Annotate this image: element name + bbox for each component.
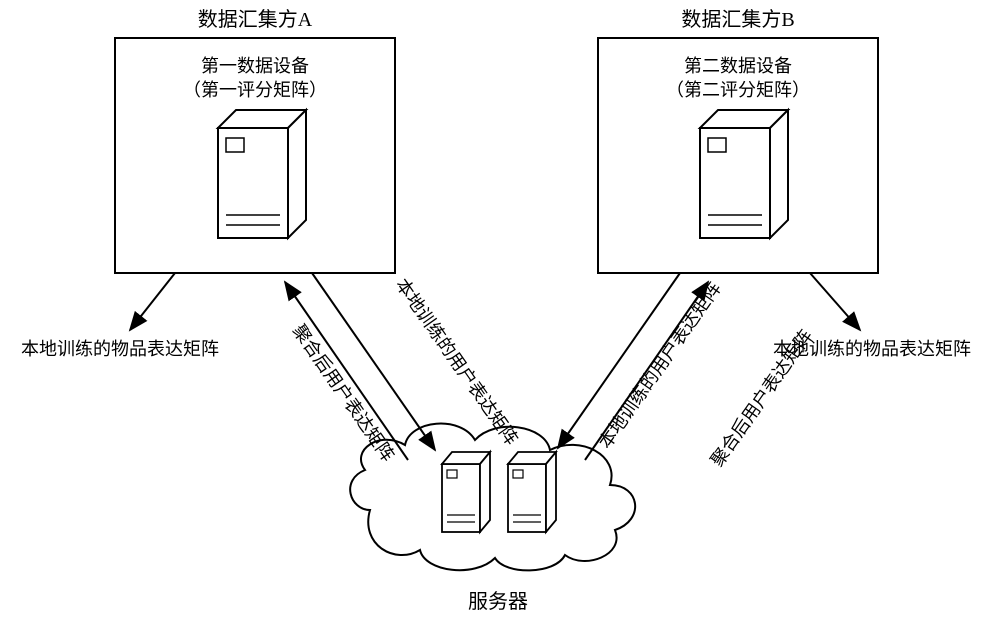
arrow-a-down-label: 本地训练的用户表达矩阵 bbox=[392, 275, 522, 449]
title-b: 数据汇集方B bbox=[681, 8, 794, 31]
side-label-a: 本地训练的物品表达矩阵 bbox=[21, 339, 219, 359]
server-label: 服务器 bbox=[468, 590, 528, 613]
side-arrow-b bbox=[810, 273, 860, 330]
cloud-server-2 bbox=[508, 452, 556, 532]
cloud-server-1 bbox=[442, 452, 490, 532]
device-b-line1: 第二数据设备 bbox=[684, 56, 792, 76]
device-a-line1: 第一数据设备 bbox=[201, 56, 309, 76]
side-arrow-a bbox=[130, 273, 175, 330]
device-b-line2: （第二评分矩阵） bbox=[666, 80, 810, 100]
arrow-b-up-label: 聚合后用户表达矩阵 bbox=[707, 326, 816, 470]
arrow-a-up-label: 聚合后用户表达矩阵 bbox=[289, 321, 398, 465]
server-icon-b bbox=[700, 110, 788, 238]
arrow-a-up bbox=[285, 282, 408, 460]
server-icon-a bbox=[218, 110, 306, 238]
title-a: 数据汇集方A bbox=[198, 8, 313, 31]
device-a-line2: （第一评分矩阵） bbox=[183, 80, 327, 100]
